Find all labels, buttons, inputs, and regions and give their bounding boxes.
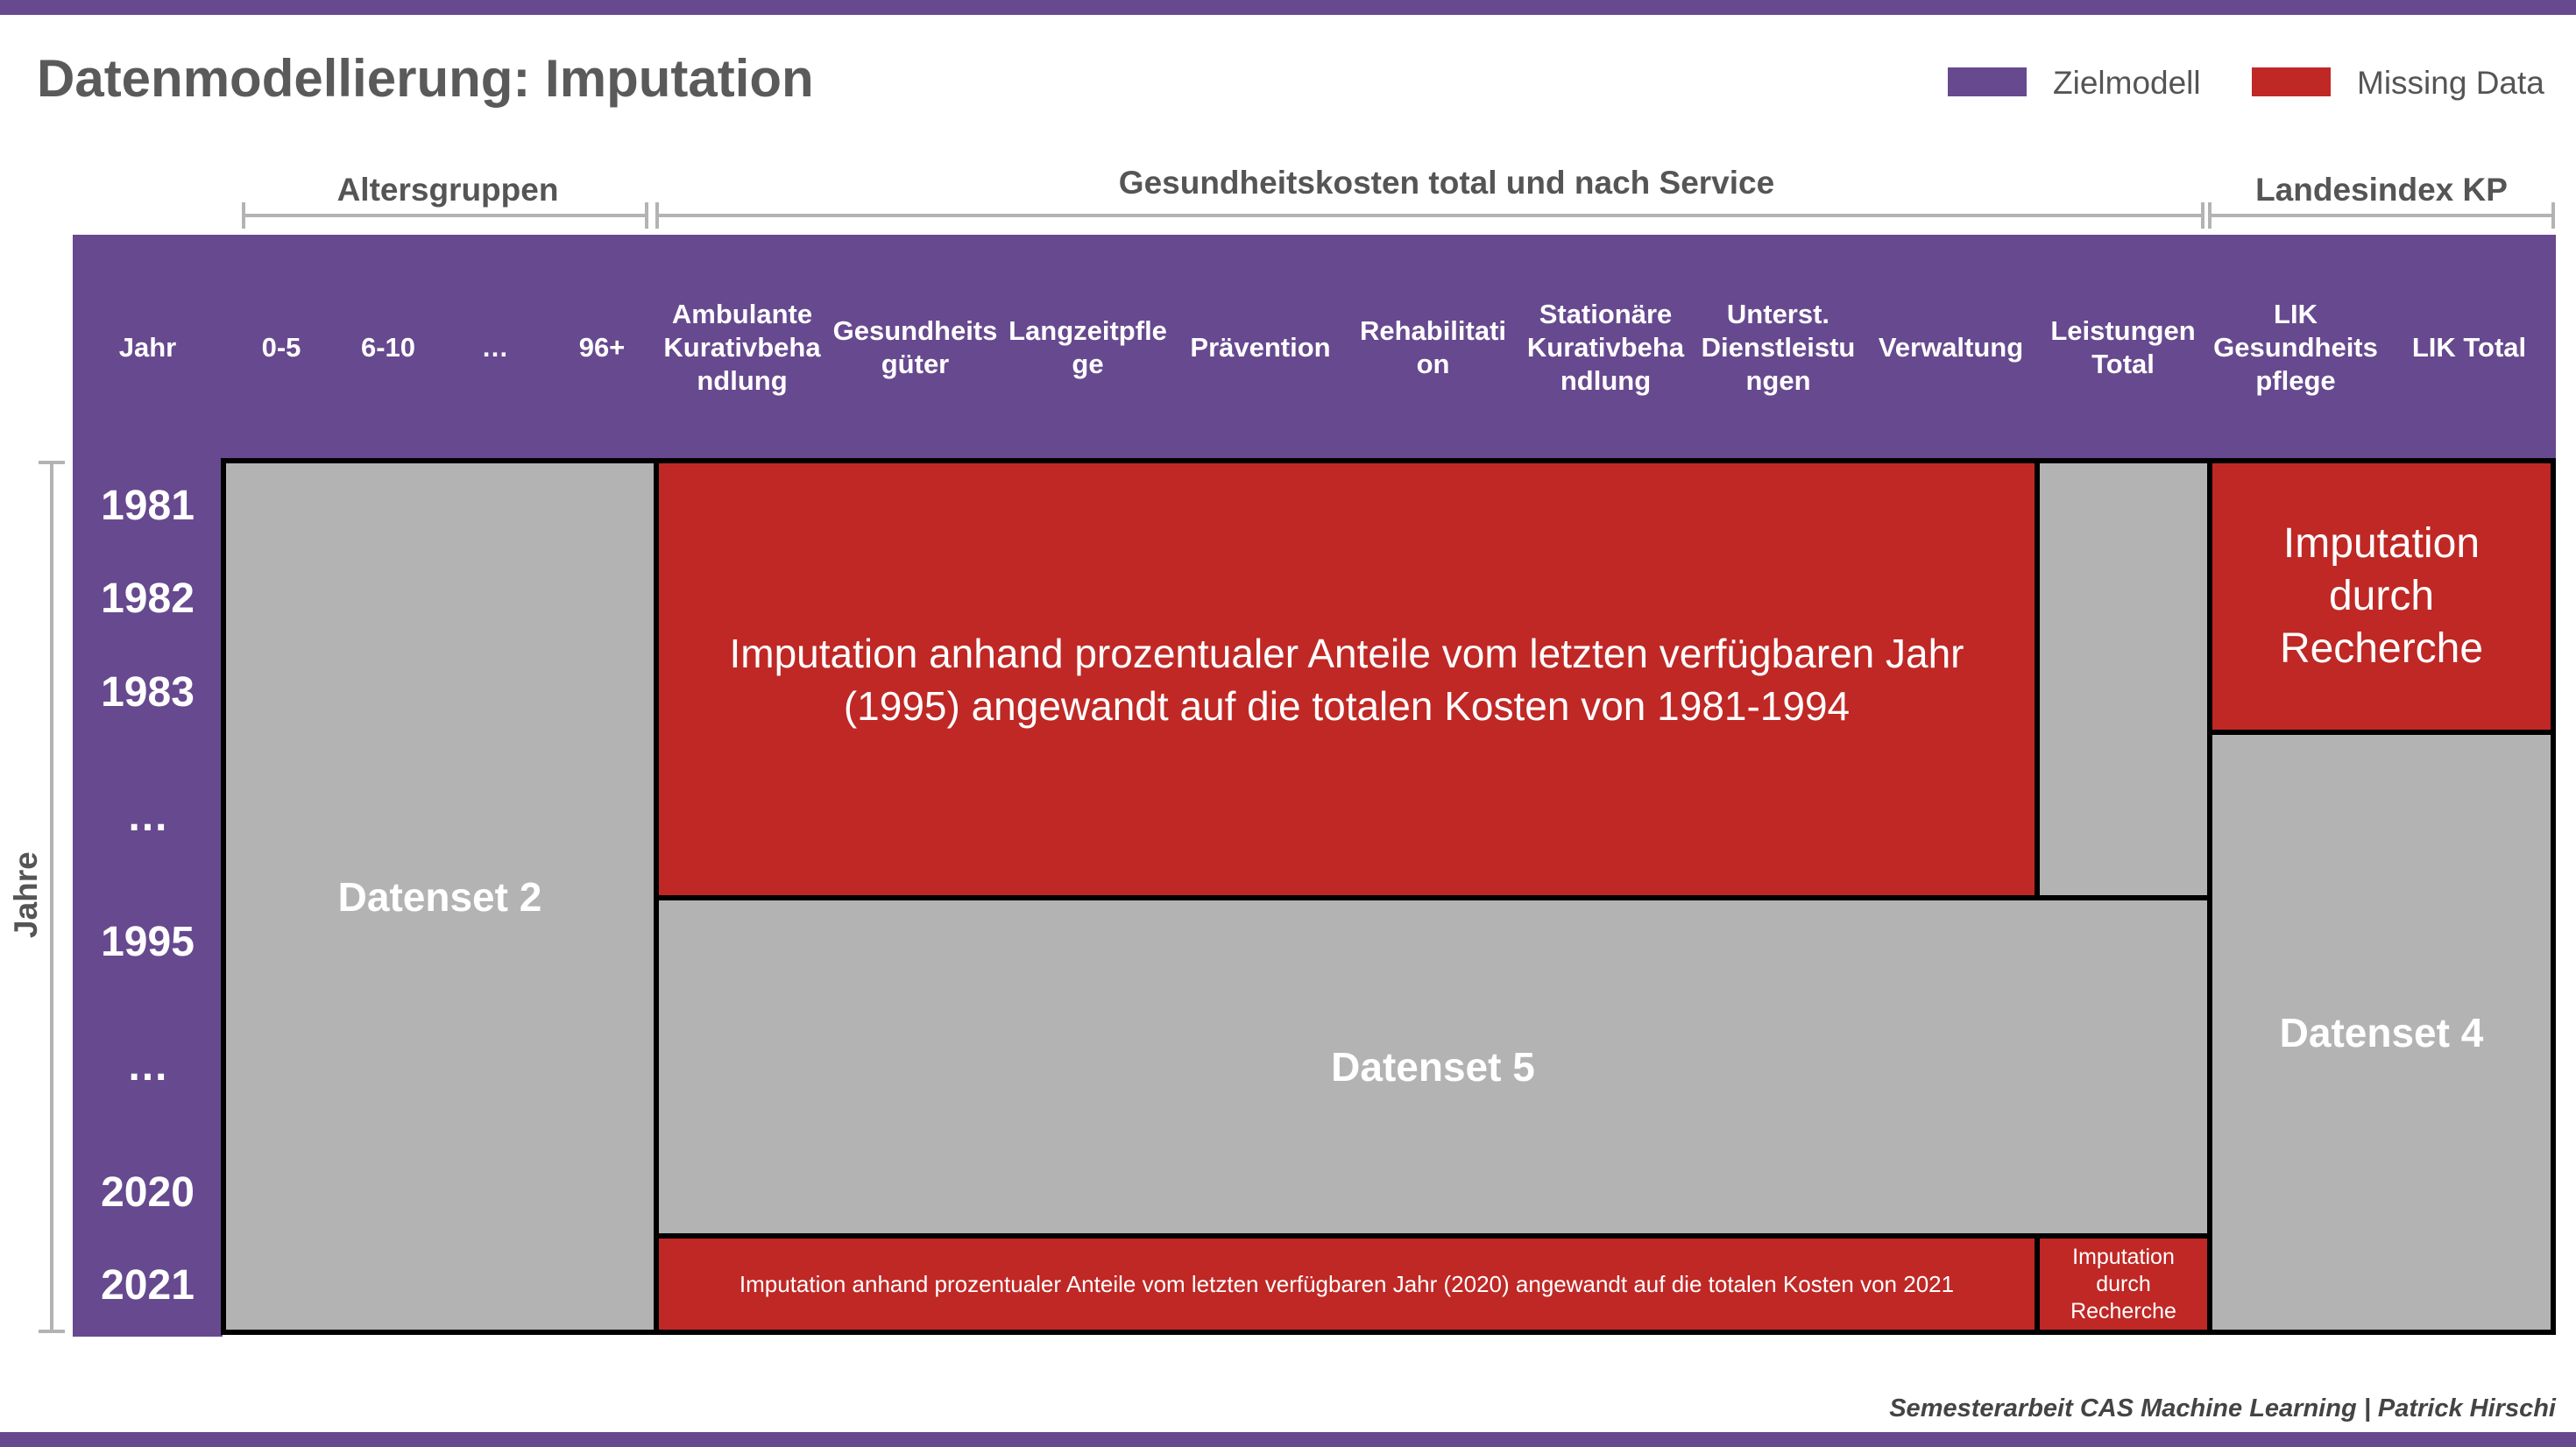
cell-datenset-4: Datenset 4 <box>2207 730 2556 1335</box>
year-label: 2021 <box>101 1262 195 1309</box>
col-stationaere: Stationäre Kurativbeha ndlung <box>1526 299 1685 396</box>
col-gesundheitsgueter: Gesundheits güter <box>832 315 998 379</box>
col-rehabilitation: Rehabilitati on <box>1359 315 1507 379</box>
cell-datenset-5: Datenset 5 <box>654 895 2212 1239</box>
year-axis-bracket <box>39 461 65 1333</box>
cell-imputation-2021: Imputation anhand prozentualer Anteile v… <box>654 1233 2040 1335</box>
cell-datenset-2-label: Datenset 2 <box>337 873 542 920</box>
col-lik-total: LIK Total <box>2411 332 2527 363</box>
cell-imputation-2021-small-label: Imputation durch Recherche <box>2070 1244 2176 1323</box>
col-leistungen-total: Leistungen Total <box>2050 315 2196 379</box>
year-label: 1982 <box>101 575 195 622</box>
cell-imputation-lik-label: Imputation durch Recherche <box>2279 520 2484 672</box>
page-title: Datenmodellierung: Imputation <box>37 49 814 108</box>
col-langzeitpflege: Langzeitpfle ge <box>1008 315 1167 379</box>
column-header-band <box>73 235 2556 461</box>
group-label-age: Altersgruppen <box>336 172 559 208</box>
col-age-0-5: 0-5 <box>261 332 301 363</box>
year-column-band <box>73 461 223 1337</box>
col-age-6-10: 6-10 <box>360 332 416 363</box>
col-age-96: 96+ <box>578 332 626 363</box>
top-bar <box>0 0 2576 15</box>
bottom-bar <box>0 1432 2576 1447</box>
cell-imputation-main-label: Imputation anhand prozentualer Anteile v… <box>729 630 1964 729</box>
cell-datenset-5-label: Datenset 5 <box>1331 1044 1535 1090</box>
col-unterst: Unterst. Dienstleistu ngen <box>1701 299 1856 396</box>
cell-datenset-2: Datenset 2 <box>221 458 659 1335</box>
legend-label-zielmodell: Zielmodell <box>2053 65 2201 101</box>
col-age-dots: … <box>481 332 509 363</box>
year-label: … <box>126 794 169 840</box>
legend-swatch-missing <box>2252 67 2331 96</box>
col-lik-pflege: LIK Gesundheits pflege <box>2213 299 2378 396</box>
cell-imputation-2021-small: Imputation durch Recherche <box>2035 1233 2212 1335</box>
group-bracket-costs <box>655 202 2204 229</box>
footer-credit: Semesterarbeit CAS Machine Learning | Pa… <box>1889 1394 2556 1422</box>
group-label-index: Landesindex KP <box>2255 172 2508 208</box>
year-label: 2020 <box>101 1169 195 1216</box>
legend-label-missing: Missing Data <box>2357 65 2544 101</box>
legend-swatch-zielmodell <box>1948 67 2027 96</box>
group-bracket-age <box>242 202 648 229</box>
year-axis-label: Jahre <box>8 851 44 938</box>
col-ambulante: Ambulante Kurativbeha ndlung <box>663 299 821 396</box>
col-jahr: Jahr <box>118 332 177 363</box>
year-label: 1995 <box>101 919 195 965</box>
col-verwaltung: Verwaltung <box>1878 332 2024 363</box>
col-praevention: Prävention <box>1190 332 1331 363</box>
year-label: 1981 <box>101 483 195 529</box>
group-label-costs: Gesundheitskosten total und nach Service <box>1118 165 1775 201</box>
cell-leistungen-gray <box>2035 458 2212 900</box>
cell-imputation-lik: Imputation durch Recherche <box>2207 458 2556 735</box>
cell-imputation-2021-label: Imputation anhand prozentualer Anteile v… <box>739 1270 1955 1297</box>
year-label: … <box>126 1043 169 1090</box>
cell-imputation-main: Imputation anhand prozentualer Anteile v… <box>654 458 2040 900</box>
year-label: 1983 <box>101 669 195 716</box>
cell-datenset-4-label: Datenset 4 <box>2279 1009 2484 1055</box>
group-bracket-index <box>2208 202 2555 229</box>
